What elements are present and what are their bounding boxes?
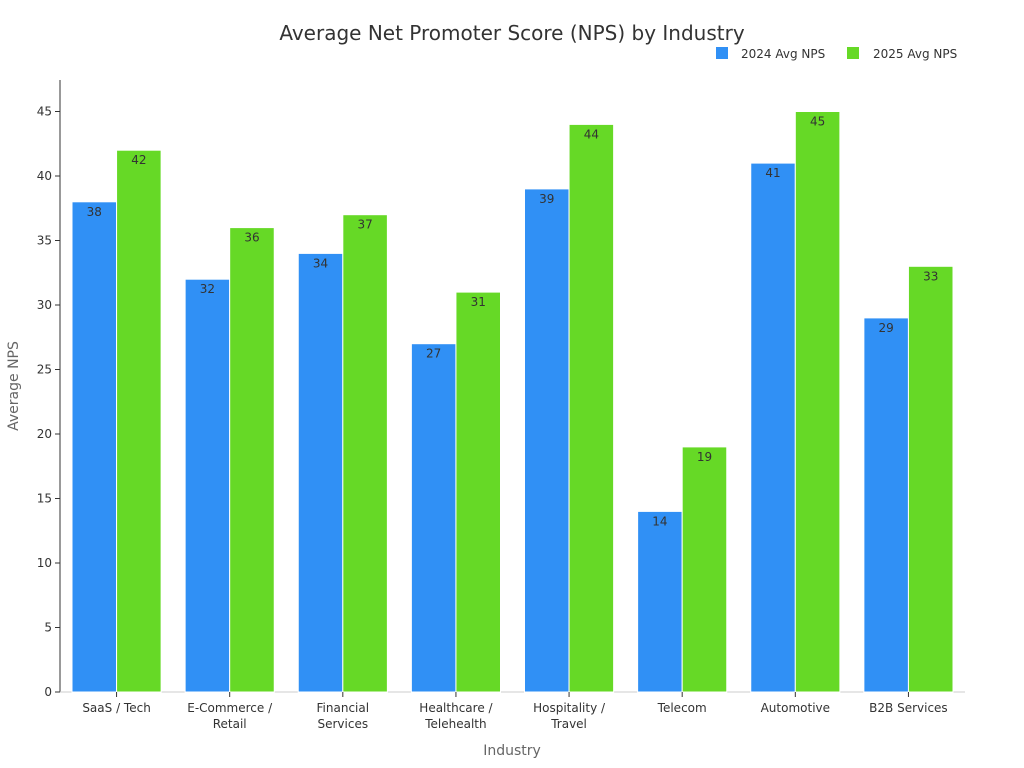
bar-value-label: 41: [765, 166, 780, 180]
bar-value-label: 42: [131, 153, 146, 167]
y-tick-label: 0: [44, 685, 52, 699]
y-tick-label: 30: [37, 298, 52, 312]
y-tick-label: 20: [37, 427, 52, 441]
bar-2025-1: [229, 227, 275, 693]
x-ticks: SaaS / Tech E-Commerce / Retail Financial Se…: [82, 692, 948, 731]
data-labels: 38 32 34 27 39 14 41 29 42 36 37 31 44 19 45 33: [87, 115, 939, 529]
bar-value-label: 34: [313, 256, 328, 270]
bar-2025-5: [681, 446, 728, 693]
y-axis-title: Average NPS: [6, 341, 22, 431]
x-tick-label: Financial: [317, 701, 370, 715]
chart-title: Average Net Promoter Score (NPS) by Indu…: [279, 21, 744, 45]
bars: [71, 111, 954, 693]
x-axis-title: Industry: [483, 743, 541, 759]
y-tick-label: 45: [37, 105, 52, 119]
bar-2025-0: [116, 149, 162, 693]
bar-value-label: 38: [87, 205, 102, 219]
x-tick-label: Retail: [213, 717, 247, 731]
bar-value-label: 45: [810, 115, 825, 129]
x-tick-label: SaaS / Tech: [82, 701, 151, 715]
y-tick-label: 25: [37, 363, 52, 377]
x-tick-label: Services: [318, 717, 369, 731]
bar-2024-2: [297, 252, 344, 693]
x-tick-label: Hospitality /: [533, 701, 606, 715]
bar-value-label: 44: [584, 127, 599, 141]
legend: 2024 Avg NPS 2025 Avg NPS: [716, 47, 957, 61]
y-tick-label: 5: [44, 621, 52, 635]
bar-2025-3: [455, 291, 501, 693]
bar-2025-7: [907, 265, 954, 693]
bar-2024-4: [524, 188, 570, 693]
y-tick-label: 35: [37, 234, 52, 248]
bar-2024-1: [184, 278, 231, 693]
x-tick-label: E-Commerce /: [187, 701, 273, 715]
legend-label-2025: 2025 Avg NPS: [873, 47, 957, 61]
x-tick-label: Telehealth: [424, 717, 486, 731]
x-tick-label: Automotive: [761, 701, 830, 715]
y-tick-label: 10: [37, 556, 52, 570]
bar-value-label: 31: [471, 295, 486, 309]
bar-value-label: 32: [200, 282, 215, 296]
y-ticks: 0 5 10 15 20 25 30 35 40 45: [37, 105, 60, 699]
x-tick-label: Travel: [550, 717, 587, 731]
bar-value-label: 33: [923, 269, 938, 283]
bar-2024-3: [410, 343, 457, 693]
bar-value-label: 39: [539, 192, 554, 206]
x-tick-label: Telecom: [657, 701, 707, 715]
bar-2025-2: [342, 214, 388, 693]
legend-swatch-2025: [847, 47, 859, 59]
bar-value-label: 29: [879, 321, 894, 335]
legend-swatch-2024: [716, 47, 728, 59]
bar-2025-4: [568, 123, 615, 693]
bar-value-label: 27: [426, 347, 441, 361]
bar-value-label: 37: [357, 218, 372, 232]
bar-2024-5: [637, 510, 683, 693]
bar-value-label: 36: [244, 231, 259, 245]
x-tick-label: B2B Services: [869, 701, 948, 715]
bar-2024-0: [71, 201, 118, 693]
y-tick-label: 15: [37, 492, 52, 506]
bar-2024-7: [863, 317, 909, 693]
legend-label-2024: 2024 Avg NPS: [741, 47, 825, 61]
bar-value-label: 19: [697, 450, 712, 464]
bar-2025-6: [794, 111, 841, 693]
x-tick-label: Healthcare /: [419, 701, 493, 715]
y-tick-label: 40: [37, 169, 52, 183]
bar-value-label: 14: [652, 514, 667, 528]
bar-2024-6: [750, 162, 796, 693]
